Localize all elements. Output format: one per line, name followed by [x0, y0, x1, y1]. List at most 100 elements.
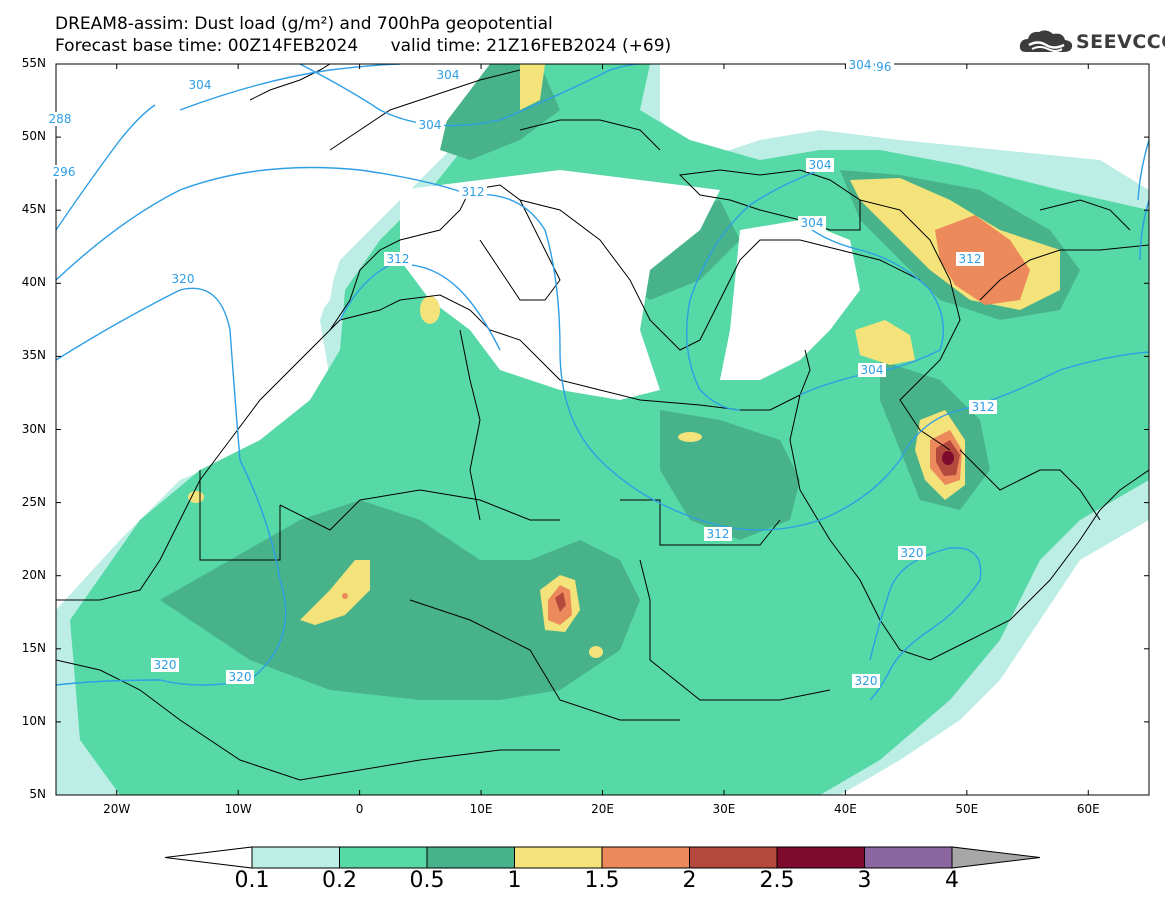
- lon-label: 60E: [1076, 802, 1100, 816]
- lat-label: 20N: [21, 567, 46, 582]
- lat-label: 5N: [29, 787, 46, 801]
- lat-label: 45N: [21, 202, 46, 217]
- dust-band-2.5-3: [942, 451, 954, 465]
- colorbar-segment: [776, 846, 865, 869]
- lon-label: 40E: [833, 802, 857, 816]
- contour-label: 312: [969, 400, 997, 414]
- dust-band-1-1.5: [855, 320, 915, 365]
- svg-text:312: 312: [959, 252, 982, 266]
- lat-label: 30N: [21, 421, 46, 436]
- contour-label: 304: [186, 78, 214, 92]
- svg-text:304: 304: [849, 58, 872, 72]
- colorbar-segment: [426, 846, 515, 869]
- colorbar-segment: [514, 846, 603, 869]
- svg-text:304: 304: [801, 216, 824, 230]
- lon-label: 20W: [103, 802, 131, 816]
- svg-text:288: 288: [49, 112, 72, 126]
- colorbar-under-arrow: [164, 846, 253, 869]
- contour-line: [56, 104, 156, 231]
- contour-line: [869, 547, 982, 701]
- dust-band-high: [660, 410, 800, 540]
- colorbar-segment: [601, 846, 690, 869]
- dust-free-area: [660, 64, 1149, 170]
- contour-label: 304: [798, 216, 826, 230]
- map-title: DREAM8-assim: Dust load (g/m²) and 700hP…: [55, 14, 553, 34]
- svg-text:312: 312: [462, 185, 485, 199]
- colorbar-label: 0.2: [322, 868, 357, 893]
- svg-text:312: 312: [972, 400, 995, 414]
- svg-text:296: 296: [869, 60, 892, 74]
- contour-line: [686, 169, 821, 411]
- svg-text:312: 312: [707, 527, 730, 541]
- contour-label: 320: [169, 272, 197, 286]
- contour-line: [56, 166, 1149, 531]
- contour-line: [299, 64, 641, 127]
- contour-label: 320: [898, 546, 926, 560]
- colorbar-label: 0.1: [234, 868, 270, 893]
- svg-text:320: 320: [229, 670, 252, 684]
- svg-text:320: 320: [855, 674, 878, 688]
- axis-ticks: [56, 63, 1149, 796]
- lat-label: 15N: [21, 640, 46, 655]
- svg-text:320: 320: [154, 658, 177, 672]
- lon-label: 10E: [469, 802, 493, 816]
- contour-line: [1137, 139, 1149, 201]
- colorbar-over-arrow: [951, 846, 1041, 869]
- coastlines: [56, 64, 1149, 781]
- contour-label: 312: [956, 252, 984, 266]
- contour-label: 304: [416, 118, 444, 132]
- colorbar-label: 1.5: [584, 868, 620, 893]
- svg-text:320: 320: [172, 272, 195, 286]
- dust-band-1-1.5: [678, 432, 702, 442]
- dust-band-1-1.5: [520, 64, 545, 110]
- contour-label: 320: [852, 674, 880, 688]
- contour-label: 312: [704, 527, 732, 541]
- colorbar-label: 2: [682, 868, 697, 893]
- contour-line: [1139, 199, 1149, 261]
- lon-label: 50E: [955, 802, 979, 816]
- colorbar-label: 1: [507, 868, 522, 893]
- contour-line: [339, 263, 501, 351]
- dust-free-area: [720, 220, 860, 380]
- lat-label: 50N: [21, 129, 46, 144]
- dust-band-2-2.5: [555, 592, 566, 612]
- svg-text:320: 320: [901, 546, 924, 560]
- svg-text:304: 304: [189, 78, 212, 92]
- logo-text: SEEVCCC: [1076, 31, 1165, 53]
- contour-label: 320: [151, 658, 179, 672]
- svg-text:304: 304: [861, 363, 884, 377]
- svg-text:304: 304: [419, 118, 442, 132]
- dust-free-area: [400, 170, 720, 400]
- colorbar-segment: [864, 846, 953, 869]
- colorbar-segment: [689, 846, 778, 869]
- colorbar-segment: [339, 846, 428, 869]
- cloud-logo-icon: [1019, 30, 1073, 52]
- lat-label: 55N: [21, 56, 46, 70]
- colorbar: [164, 846, 1041, 869]
- contour-label: 288: [46, 112, 74, 126]
- dust-free-area: [56, 64, 490, 450]
- contour-label: 312: [384, 252, 412, 266]
- dust-load-field: [56, 64, 1149, 795]
- colorbar-label: 2.5: [759, 868, 795, 893]
- colorbar-label: 0.5: [409, 868, 445, 893]
- contour-label: 304: [858, 363, 886, 377]
- dust-band-1-1.5: [300, 560, 370, 625]
- svg-text:296: 296: [53, 165, 76, 179]
- contour-label: 296: [50, 165, 78, 179]
- contour-line: [56, 287, 287, 686]
- svg-text:304: 304: [809, 158, 832, 172]
- lat-label: 10N: [21, 713, 46, 728]
- colorbar-label: 3: [857, 868, 872, 893]
- dust-band-1-1.5: [188, 491, 204, 503]
- contour-label: 304: [434, 68, 462, 82]
- contour-label: 304: [806, 158, 834, 172]
- contour-label: 312: [459, 185, 487, 199]
- colorbar-segment: [251, 846, 340, 869]
- lon-label: 0: [355, 802, 364, 816]
- dust-band-1-1.5: [589, 646, 603, 658]
- lon-label: 20E: [591, 802, 614, 816]
- svg-text:312: 312: [387, 252, 410, 266]
